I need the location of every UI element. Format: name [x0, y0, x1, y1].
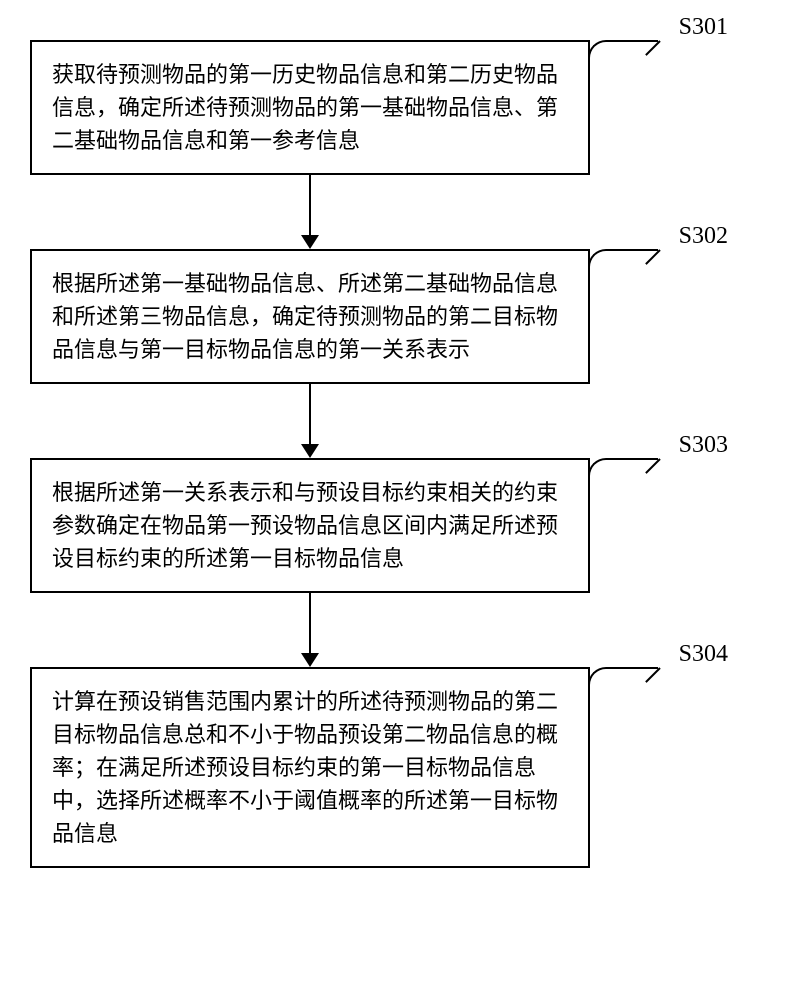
step-text-s303: 根据所述第一关系表示和与预设目标约束相关的约束参数确定在物品第一预设物品信息区间…: [52, 476, 568, 575]
step-box-s302: S302 根据所述第一基础物品信息、所述第二基础物品信息和所述第三物品信息，确定…: [30, 249, 590, 384]
step-box-s301: S301 获取待预测物品的第一历史物品信息和第二历史物品信息，确定所述待预测物品…: [30, 40, 590, 175]
arrow-s302-s303: [30, 384, 590, 458]
arrow-head: [301, 653, 319, 667]
step-box-s303: S303 根据所述第一关系表示和与预设目标约束相关的约束参数确定在物品第一预设物…: [30, 458, 590, 593]
connector-s304: [588, 667, 658, 697]
step-label-s302: S302: [679, 223, 728, 250]
arrow-head: [301, 444, 319, 458]
connector-s303: [588, 458, 658, 488]
step-label-s304: S304: [679, 641, 728, 668]
connector-s302: [588, 249, 658, 279]
step-text-s304: 计算在预设销售范围内累计的所述待预测物品的第二目标物品信息总和不小于物品预设第二…: [52, 685, 568, 850]
arrow-head: [301, 235, 319, 249]
step-box-s304: S304 计算在预设销售范围内累计的所述待预测物品的第二目标物品信息总和不小于物…: [30, 667, 590, 868]
arrow-line: [309, 175, 311, 235]
step-text-s301: 获取待预测物品的第一历史物品信息和第二历史物品信息，确定所述待预测物品的第一基础…: [52, 58, 568, 157]
flowchart-container: S301 获取待预测物品的第一历史物品信息和第二历史物品信息，确定所述待预测物品…: [30, 40, 756, 868]
arrow-line: [309, 593, 311, 653]
connector-s301: [588, 40, 658, 70]
step-text-s302: 根据所述第一基础物品信息、所述第二基础物品信息和所述第三物品信息，确定待预测物品…: [52, 267, 568, 366]
arrow-s303-s304: [30, 593, 590, 667]
step-label-s301: S301: [679, 14, 728, 41]
arrow-line: [309, 384, 311, 444]
step-label-s303: S303: [679, 432, 728, 459]
arrow-s301-s302: [30, 175, 590, 249]
